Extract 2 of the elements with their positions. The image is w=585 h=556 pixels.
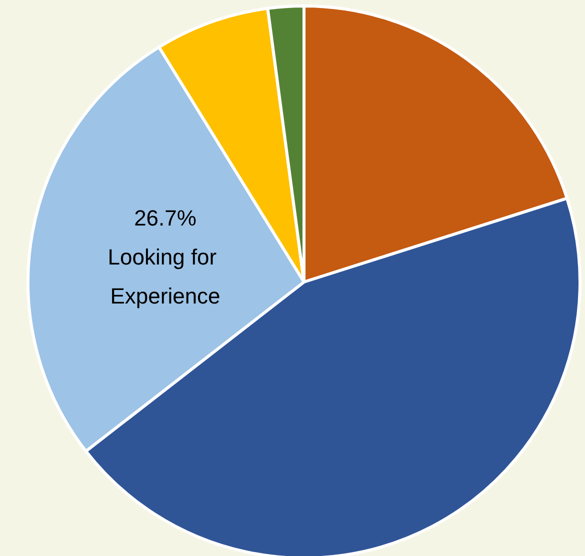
slice-label: Looking for Experience: [108, 244, 223, 308]
data-label: 26.7%: [134, 205, 196, 230]
